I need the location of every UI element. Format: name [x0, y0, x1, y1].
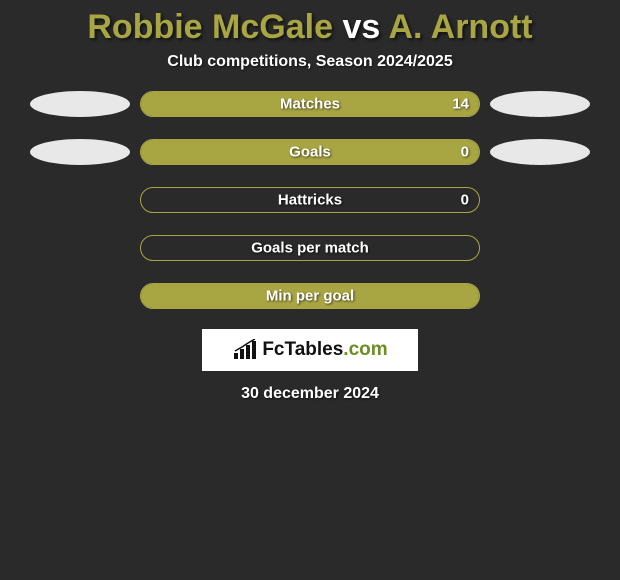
left-spacer	[30, 187, 130, 213]
left-value-pill	[30, 91, 130, 117]
left-spacer	[30, 283, 130, 309]
player2-name: A. Arnott	[388, 8, 532, 46]
subtitle: Club competitions, Season 2024/2025	[0, 53, 620, 91]
stat-bar: Matches 14	[140, 91, 480, 117]
left-value-pill	[30, 139, 130, 165]
stats-container: Matches 14 Goals 0 Hattricks 0 Goals per…	[0, 91, 620, 309]
stat-bar: Min per goal	[140, 283, 480, 309]
stat-label: Goals	[289, 144, 331, 161]
footer: FcTables.com 30 december 2024	[0, 329, 620, 403]
right-spacer	[490, 235, 590, 261]
stat-bar: Hattricks 0	[140, 187, 480, 213]
stat-bar: Goals per match	[140, 235, 480, 261]
stat-value: 0	[461, 192, 469, 209]
fctables-logo[interactable]: FcTables.com	[202, 329, 418, 371]
stat-label: Matches	[280, 96, 340, 113]
right-spacer	[490, 283, 590, 309]
chart-icon	[232, 339, 258, 361]
right-value-pill	[490, 91, 590, 117]
stat-label: Hattricks	[278, 192, 342, 209]
left-spacer	[30, 235, 130, 261]
stat-label: Goals per match	[251, 240, 369, 257]
stat-label: Min per goal	[266, 288, 354, 305]
stat-row-goals: Goals 0	[0, 139, 620, 165]
stat-row-min-per-goal: Min per goal	[0, 283, 620, 309]
vs-text: vs	[342, 8, 380, 46]
logo-main: FcTables	[262, 339, 343, 360]
player1-name: Robbie McGale	[87, 8, 333, 46]
logo-text: FcTables.com	[262, 339, 387, 361]
right-value-pill	[490, 139, 590, 165]
date-text: 30 december 2024	[241, 385, 379, 403]
stat-row-hattricks: Hattricks 0	[0, 187, 620, 213]
stat-row-goals-per-match: Goals per match	[0, 235, 620, 261]
right-spacer	[490, 187, 590, 213]
logo-suffix: .com	[343, 339, 387, 360]
stat-value: 14	[452, 96, 469, 113]
stat-row-matches: Matches 14	[0, 91, 620, 117]
comparison-title: Robbie McGale vs A. Arnott	[0, 0, 620, 53]
stat-bar: Goals 0	[140, 139, 480, 165]
stat-value: 0	[461, 144, 469, 161]
